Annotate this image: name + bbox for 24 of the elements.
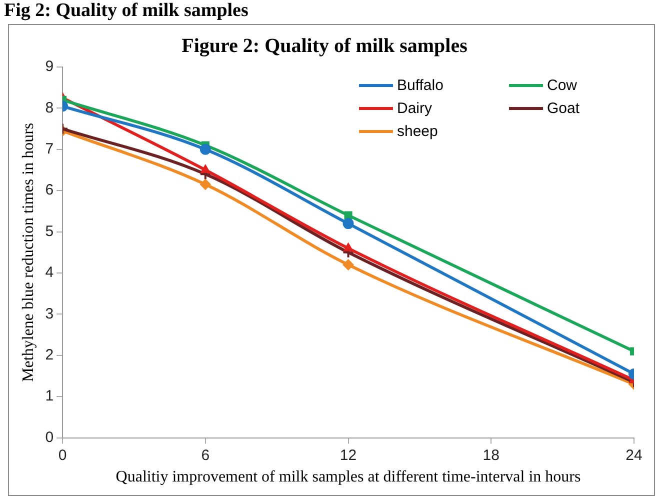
legend-label: Buffalo bbox=[397, 77, 444, 94]
x-axis-title: Qualitiy improvement of milk samples at different time-interval in hours bbox=[116, 468, 581, 486]
legend-label: Goat bbox=[547, 100, 580, 117]
legend-label: sheep bbox=[397, 123, 438, 140]
x-tick-label: 6 bbox=[201, 446, 210, 464]
y-tick-label: 7 bbox=[45, 140, 54, 158]
y-tick-label: 9 bbox=[45, 58, 54, 76]
chart-title: Figure 2: Quality of milk samples bbox=[182, 35, 468, 58]
x-tick-label: 12 bbox=[340, 446, 357, 464]
y-tick-label: 6 bbox=[45, 182, 54, 199]
legend-label: Cow bbox=[547, 77, 578, 94]
x-tick-label: 24 bbox=[626, 446, 642, 464]
y-axis-title: Methylene blue reduction times in hours bbox=[20, 122, 37, 382]
y-tick-label: 1 bbox=[45, 388, 54, 405]
y-tick-label: 4 bbox=[45, 264, 54, 282]
y-tick-label: 8 bbox=[45, 99, 54, 116]
y-tick-label: 5 bbox=[45, 222, 54, 240]
y-tick-label: 3 bbox=[45, 305, 54, 322]
caption: Fig 2: Quality of milk samples bbox=[3, 0, 250, 22]
y-tick-label: 2 bbox=[45, 346, 54, 364]
y-tick-label: 0 bbox=[45, 428, 54, 446]
x-tick-label: 18 bbox=[482, 446, 500, 464]
legend-label: Dairy bbox=[397, 100, 432, 117]
x-tick-label: 0 bbox=[58, 446, 67, 464]
